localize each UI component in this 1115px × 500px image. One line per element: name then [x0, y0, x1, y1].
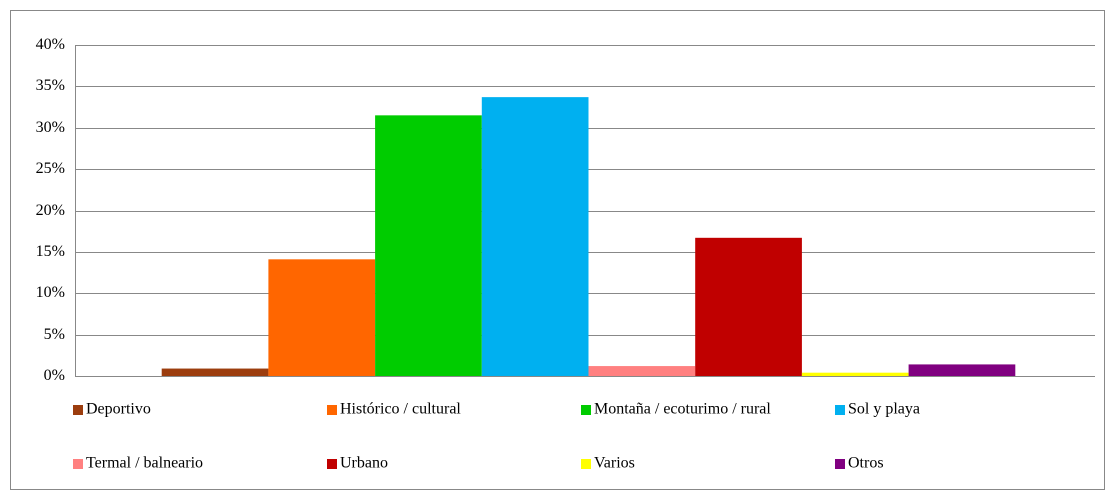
legend-label: Sol y playa	[848, 401, 920, 418]
legend-label: Urbano	[340, 455, 388, 472]
legend-swatch	[581, 405, 591, 415]
legend-label: Termal / balneario	[86, 455, 203, 472]
bar	[695, 237, 802, 376]
bar	[588, 366, 696, 376]
legend-label: Varios	[594, 455, 635, 472]
bar	[161, 368, 269, 376]
y-tick-label: 40%	[36, 36, 65, 53]
legend-label: Histórico / cultural	[340, 401, 461, 418]
legend-swatch	[581, 459, 591, 469]
y-tick-label: 20%	[36, 202, 65, 219]
y-tick-label: 5%	[44, 326, 65, 343]
y-tick-label: 15%	[36, 243, 65, 260]
legend-label: Otros	[848, 455, 884, 472]
legend-swatch	[327, 405, 337, 415]
y-tick-label: 10%	[36, 284, 65, 301]
bar	[268, 259, 376, 376]
legend-label: Montaña / ecoturimo / rural	[594, 401, 771, 418]
bar	[375, 115, 482, 377]
y-tick-label: 35%	[36, 77, 65, 94]
y-tick-label: 25%	[36, 160, 65, 177]
bar	[801, 372, 909, 376]
bar	[481, 97, 589, 376]
y-tick-label: 30%	[36, 119, 65, 136]
legend-label: Deportivo	[86, 401, 151, 418]
legend-swatch	[327, 459, 337, 469]
legend-swatch	[73, 405, 83, 415]
bar	[908, 364, 1016, 376]
legend-swatch	[835, 459, 845, 469]
y-tick-label: 0%	[44, 367, 65, 384]
legend-swatch	[835, 405, 845, 415]
legend-swatch	[73, 459, 83, 469]
